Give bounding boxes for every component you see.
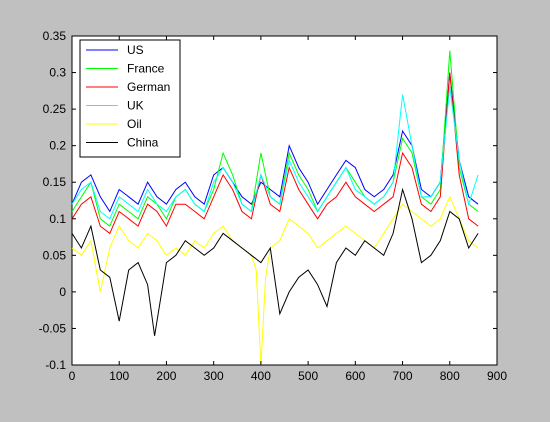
series-line-uk (71, 87, 479, 220)
series-line-german (71, 72, 479, 235)
y-tick-label: 0.2 (49, 139, 66, 153)
x-tick-label: 100 (109, 369, 129, 383)
series-line-oil (71, 195, 479, 366)
y-tick-label: 0 (59, 285, 66, 299)
x-tick-label: 600 (345, 369, 365, 383)
legend-label-oil: Oil (127, 117, 142, 131)
x-tick-label: 700 (393, 369, 413, 383)
x-tick-label: 400 (251, 369, 271, 383)
y-tick-label: 0.25 (43, 102, 67, 116)
x-tick-label: 300 (204, 369, 224, 383)
x-tick-label: 900 (487, 369, 507, 383)
y-tick-label: -0.1 (45, 358, 66, 372)
y-tick-label: 0.1 (49, 212, 66, 226)
legend: US France German UK Oil China (79, 39, 181, 158)
legend-label-france: France (127, 62, 165, 76)
y-tick-label: 0.3 (49, 66, 66, 80)
x-tick-label: 500 (298, 369, 318, 383)
series-line-china (71, 187, 479, 336)
x-tick-label: 0 (69, 369, 76, 383)
legend-label-uk: UK (127, 99, 144, 113)
y-tick-label: 0.35 (43, 29, 67, 43)
series-layer (71, 50, 479, 366)
legend-label-us: US (127, 43, 144, 57)
x-tick-label: 800 (440, 369, 460, 383)
series-line-us (71, 72, 479, 213)
legend-label-china: China (127, 136, 159, 150)
y-tick-label: -0.05 (39, 321, 67, 335)
ticks-layer: 0 100 200 300 400 500 600 700 800 900 -0.1 -0.05 0 0.… (39, 29, 508, 383)
legend-label-german: German (127, 80, 170, 94)
y-tick-label: 0.05 (43, 248, 67, 262)
legend-box (79, 39, 181, 158)
x-tick-label: 200 (156, 369, 176, 383)
y-tick-label: 0.15 (43, 175, 67, 189)
